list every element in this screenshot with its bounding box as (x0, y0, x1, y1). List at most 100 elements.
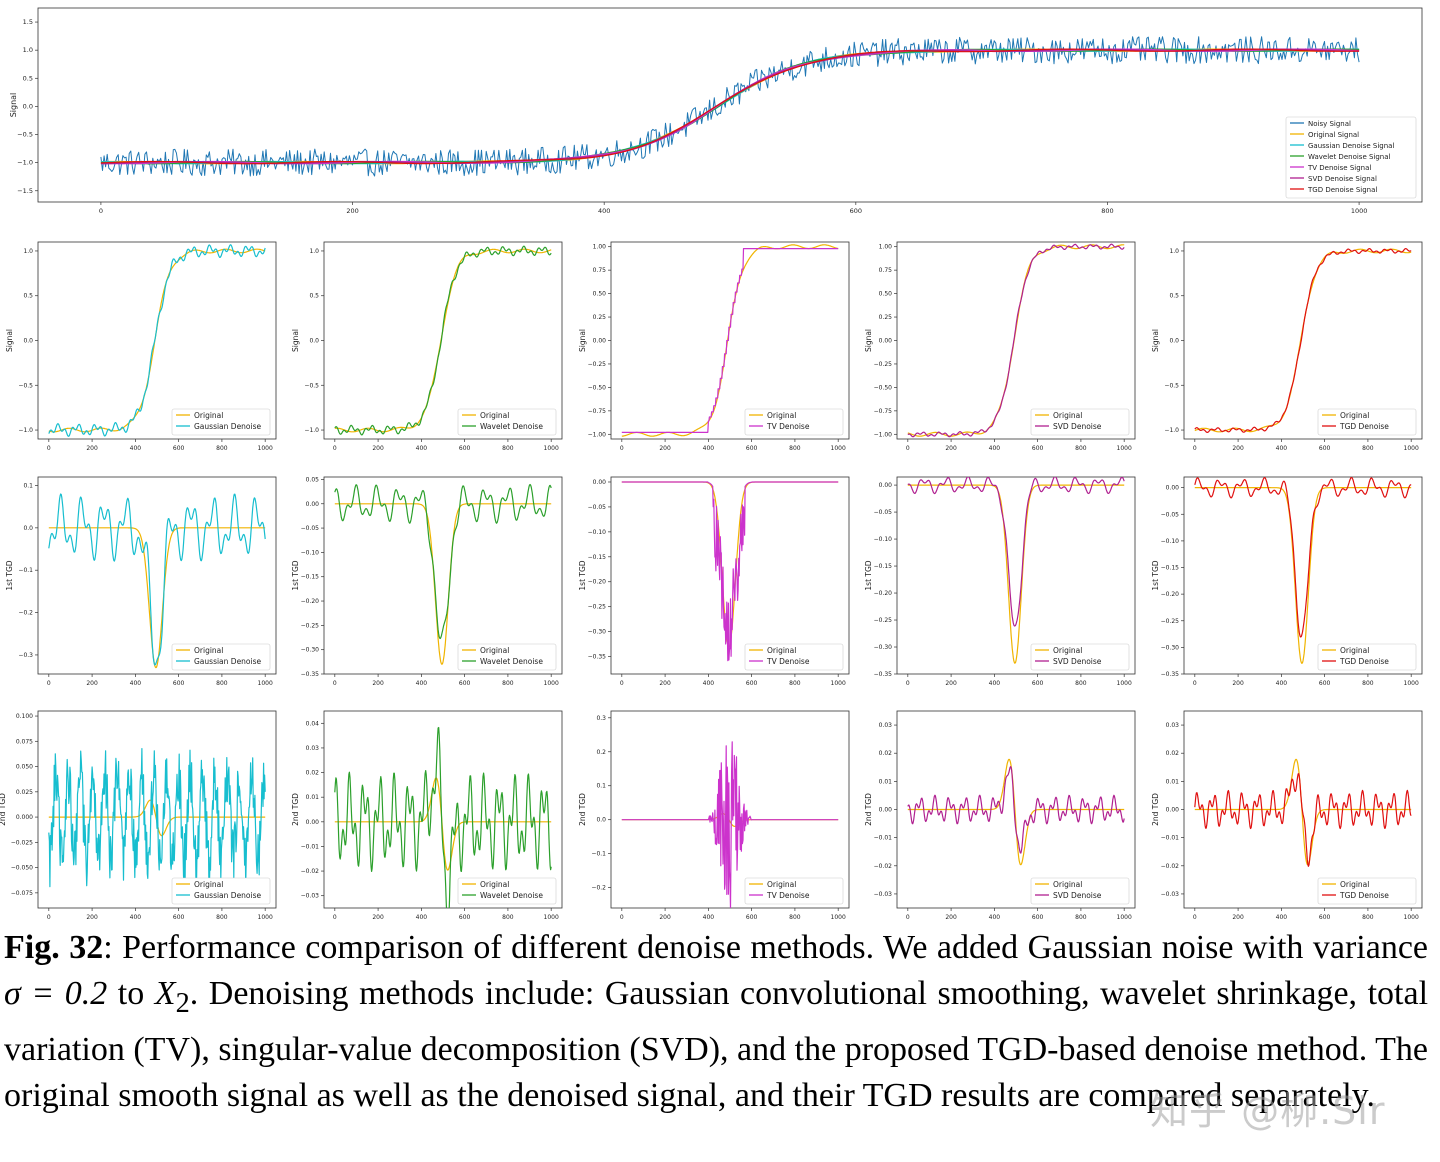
caption-label: Fig. 32 (4, 929, 104, 966)
axes-frame (896, 476, 1136, 675)
legend-entry: SVD Denoise (1053, 657, 1102, 666)
legend-entry: Wavelet Denoise (480, 657, 543, 666)
legend-entry: Wavelet Denoise (480, 891, 543, 900)
legend: Original TGD Denoise (1317, 643, 1417, 671)
y-tick-label: −0.30 (874, 644, 893, 651)
y-tick-label: −1.0 (17, 159, 33, 167)
y-tick-label: −0.5 (17, 131, 33, 139)
y-tick-label: −0.01 (301, 843, 320, 850)
y-tick-label: 0.00 (306, 819, 320, 826)
x-tick-label: 0 (906, 914, 910, 921)
y-tick-label: 0.5 (23, 74, 33, 82)
legend: Original Wavelet Denoise (457, 408, 557, 436)
y-tick-label: 0.1 (23, 482, 33, 489)
y-tick-label: −0.02 (301, 868, 320, 875)
x-tick-label: 0 (333, 445, 337, 452)
x-tick-label: 800 (789, 445, 801, 452)
y-tick-label: 1.0 (1169, 248, 1179, 255)
legend-entry: TGD Denoise (1339, 657, 1389, 666)
legend: Original Wavelet Denoise (457, 877, 557, 905)
x-tick-label: 800 (1362, 914, 1374, 921)
x-tick-label: 600 (1319, 445, 1331, 452)
y-tick-label: −0.30 (588, 629, 607, 636)
y-tick-label: 0.00 (879, 482, 893, 489)
y-tick-label: −0.75 (588, 408, 607, 415)
y-tick-label: 0.5 (1169, 293, 1179, 300)
y-tick-label: 0.50 (593, 291, 607, 298)
legend-box (1030, 643, 1130, 671)
x-tick-label: 1000 (1404, 445, 1419, 452)
legend-entry: TGD Denoise (1339, 891, 1389, 900)
y-tick-label: 0.04 (306, 720, 320, 727)
x-tick-label: 400 (989, 445, 1001, 452)
x-tick-label: 200 (86, 680, 98, 687)
x-tick-label: 1000 (831, 445, 846, 452)
caption-text-2: to (107, 975, 155, 1012)
legend-entry: TV Denoise (766, 891, 810, 900)
y-tick-label: −0.10 (588, 529, 607, 536)
legend-box (744, 643, 844, 671)
legend-entry: Original (194, 880, 223, 889)
y-tick-label: −0.25 (874, 361, 893, 368)
plot-area (1194, 477, 1412, 664)
y-axis-label: 1st TGD (578, 560, 587, 590)
x-tick-label: 800 (216, 680, 228, 687)
x-tick-label: 1000 (1404, 680, 1419, 687)
series-line-tv (621, 481, 839, 662)
legend: Original TGD Denoise (1317, 408, 1417, 436)
x-tick-label: 200 (659, 445, 671, 452)
y-tick-label: −0.05 (1161, 511, 1180, 518)
chart-tgd2-tgd: 0 200 400 600 800 1000 −0.03 −0.02 −0.01 0.00 0.01… (1151, 710, 1423, 921)
y-tick-label: −0.025 (11, 839, 33, 846)
x-tick-label: 1000 (1117, 914, 1132, 921)
x-tick-label: 600 (746, 914, 758, 921)
y-tick-label: 0.5 (309, 293, 319, 300)
legend-entry: TGD Denoise (1339, 422, 1389, 431)
x-tick-label: 400 (989, 914, 1001, 921)
y-tick-label: −1.00 (588, 431, 607, 438)
y-tick-label: −0.25 (874, 617, 893, 624)
x-tick-label: 200 (86, 914, 98, 921)
legend: Original Gaussian Denoise (171, 408, 271, 436)
chart-signal-gaussian: 0 200 400 600 800 1000 −1.0 −0.5 0.0 0.5 1.0 Signal… (5, 241, 277, 452)
x-tick-label: 600 (173, 914, 185, 921)
legend-entry: TV Denoise (766, 657, 810, 666)
y-tick-label: −0.35 (1161, 671, 1180, 678)
y-tick-label: 0.00 (879, 807, 893, 814)
x-tick-label: 200 (372, 914, 384, 921)
x-tick-label: 0 (1193, 680, 1197, 687)
y-axis-label: Signal (1151, 329, 1160, 352)
axes-frame (323, 241, 563, 440)
y-tick-label: −0.03 (301, 893, 320, 900)
legend: Original SVD Denoise (1030, 877, 1130, 905)
y-tick-label: 0.25 (879, 314, 893, 321)
y-tick-label: 0.5 (23, 293, 33, 300)
x-tick-label: 0 (1193, 445, 1197, 452)
x-tick-label: 600 (459, 914, 471, 921)
x-tick-label: 600 (746, 680, 758, 687)
y-tick-label: 0.050 (16, 764, 33, 771)
x-tick-label: 400 (416, 445, 428, 452)
chart-signal-tgd: 0 200 400 600 800 1000 −1.0 −0.5 0.0 0.5 1.0 Signal… (1151, 241, 1423, 452)
y-axis-label: 2nd TGD (291, 793, 300, 826)
y-tick-label: 0.01 (1166, 778, 1180, 785)
plot-area (334, 245, 552, 436)
y-tick-label: 0.3 (596, 715, 606, 722)
legend-entry: Original (1340, 880, 1369, 889)
chart-tgd1-gaussian: 0 200 400 600 800 1000 −0.3 −0.2 −0.1 0.0 0.1 1st T… (5, 476, 277, 687)
x-tick-label: 600 (1032, 914, 1044, 921)
x-tick-label: 0 (47, 680, 51, 687)
x-tick-label: 0 (906, 680, 910, 687)
series-line-tgd (1194, 477, 1412, 638)
y-tick-label: −1.5 (17, 187, 33, 195)
y-tick-label: −0.20 (301, 598, 320, 605)
y-tick-label: 0.03 (1166, 722, 1180, 729)
legend-box (1030, 408, 1130, 436)
y-tick-label: 0.25 (593, 314, 607, 321)
chart-tgd1-wavelet: 0 200 400 600 800 1000 −0.35 −0.30 −0.25 −0.20 −0.… (291, 476, 563, 687)
y-tick-label: 0.00 (1166, 807, 1180, 814)
axes-frame (37, 7, 1423, 203)
y-tick-label: −0.05 (874, 509, 893, 516)
chart-tgd1-tv: 0 200 400 600 800 1000 −0.35 −0.30 −0.25 −0.20 −0.… (578, 476, 850, 687)
legend-entry: Original (767, 880, 796, 889)
